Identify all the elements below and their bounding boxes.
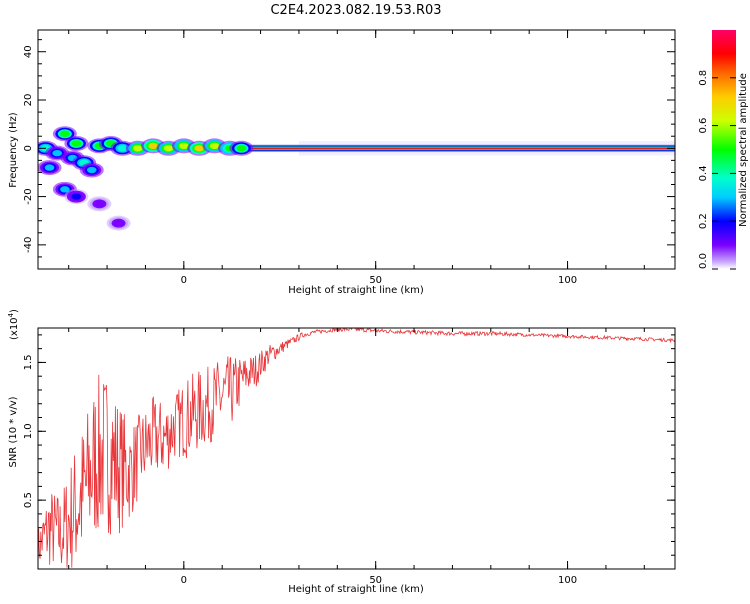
x-tick-label: 50: [369, 275, 382, 286]
colorbar: 0.0 0.2 0.4 0.6 0.8 Normalized spectral ampl…: [698, 30, 749, 270]
x-tick-label: 0: [181, 575, 187, 586]
snr-frame: [37, 327, 676, 570]
y-tick-label: 20: [23, 94, 34, 107]
y-tick-label: -20: [23, 188, 34, 204]
main-band: [249, 144, 675, 153]
spectrogram-xlabel: Height of straight line (km): [288, 285, 424, 296]
snr-plot-area: [38, 328, 675, 569]
snr-panel: 0 50 100 0.5 1.0 1.5 Height of straight line …: [7, 309, 676, 595]
y-tick-label: 1.0: [23, 423, 34, 439]
spectrogram-blob: [106, 215, 131, 231]
spectrogram-ticks: 0 50 100 40 20 0 -20 -40: [23, 30, 675, 286]
spectrogram-blob: [87, 196, 112, 212]
spectrogram-blob: [125, 140, 150, 156]
spectrogram-blob: [64, 189, 89, 205]
y-tick-label: -40: [23, 237, 34, 253]
x-tick-label: 0: [181, 275, 187, 286]
spectrogram-frame: [37, 29, 676, 270]
snr-multiplier: (x104): [7, 309, 20, 340]
spectrogram-panel: 0 50 100 40 20 0 -20 -40 Height of straight lin…: [8, 29, 676, 296]
colorbar-tick-label: 0.2: [698, 213, 709, 229]
snr-multiplier-close: ): [9, 309, 20, 313]
colorbar-label: Normalized spectral amplitude: [738, 73, 749, 227]
y-tick-label: 40: [23, 45, 34, 58]
colorbar-tick-label: 0.8: [698, 70, 709, 86]
colorbar-ticks: 0.0 0.2 0.4 0.6 0.8: [698, 70, 736, 270]
snr-multiplier-base: (x10: [9, 317, 20, 340]
x-tick-label: 100: [558, 575, 577, 586]
spectrogram-blob: [229, 140, 254, 156]
snr-xlabel: Height of straight line (km): [288, 584, 424, 595]
spectrogram-blob: [38, 160, 62, 176]
y-tick-label: 0: [23, 145, 34, 151]
snr-ylabel: SNR (10 * v/v): [8, 396, 19, 467]
figure-title: C2E4.2023.082.19.53.R03: [270, 3, 441, 18]
snr-multiplier-exponent: 4: [7, 312, 15, 317]
colorbar-tick-label: 0.0: [698, 253, 709, 269]
spectrogram-blob: [64, 135, 89, 151]
snr-ticks: 0 50 100 0.5 1.0 1.5: [23, 328, 675, 586]
spectrogram-marks: [38, 126, 675, 231]
y-tick-label: 1.5: [23, 354, 34, 370]
x-tick-label: 50: [369, 575, 382, 586]
snr-series-line: [38, 328, 675, 568]
spectrogram-blob: [79, 162, 104, 178]
colorbar-tick-label: 0.4: [698, 165, 709, 181]
y-tick-label: 0.5: [23, 492, 34, 508]
x-tick-label: 100: [558, 275, 577, 286]
svg-text:(x104): (x104): [7, 309, 20, 340]
colorbar-gradient: [712, 30, 736, 269]
spectrogram-ylabel: Frequency (Hz): [8, 112, 19, 188]
colorbar-tick-label: 0.6: [698, 118, 709, 134]
